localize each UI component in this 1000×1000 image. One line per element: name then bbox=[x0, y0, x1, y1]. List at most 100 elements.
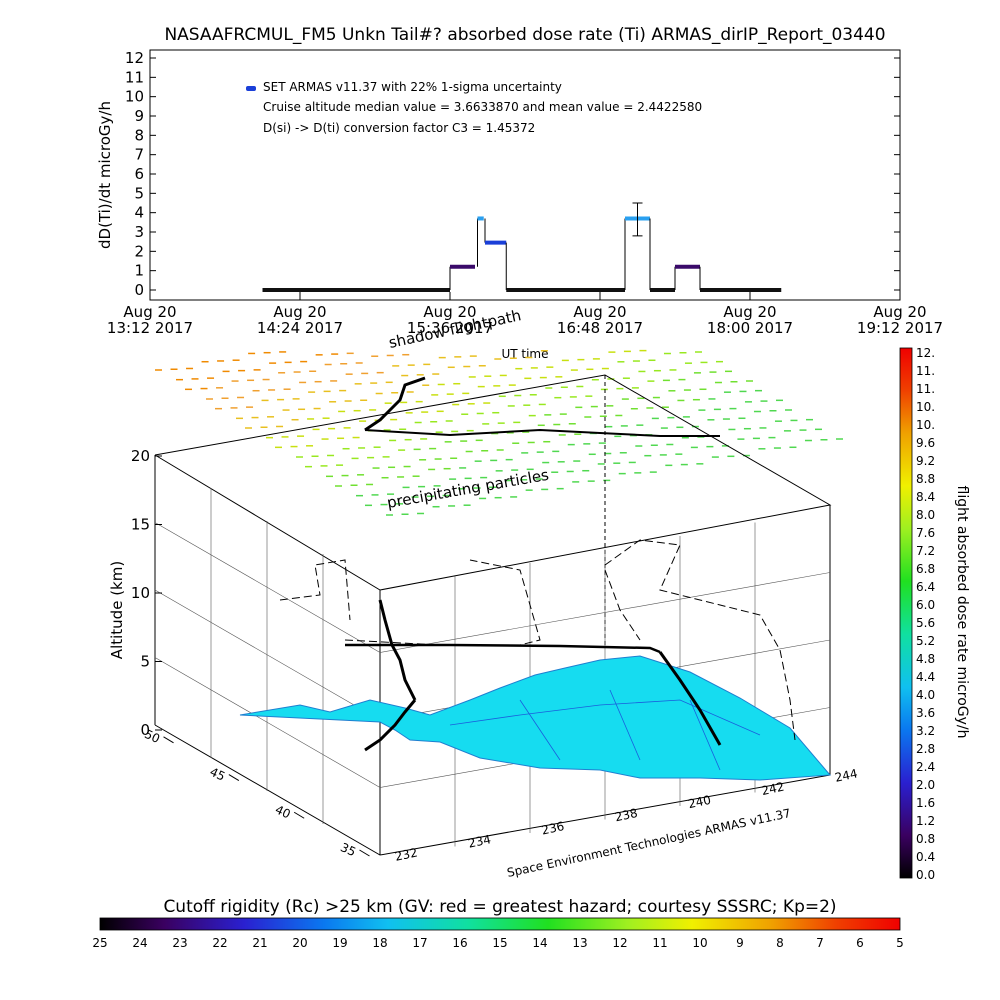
rigidity-tick-label: 5 bbox=[896, 936, 904, 950]
dose-tick-label: 12. bbox=[916, 346, 935, 360]
lon-tick-label: 232 bbox=[394, 845, 419, 863]
dose-tick-label: 8.0 bbox=[916, 508, 935, 522]
y-tick-label: 6 bbox=[134, 165, 144, 183]
dose-tick-label: 4.4 bbox=[916, 670, 935, 684]
legend-text: SET ARMAS v11.37 with 22% 1-sigma uncert… bbox=[263, 80, 562, 94]
dose-tick-label: 8.4 bbox=[916, 490, 935, 504]
lon-tick-label: 244 bbox=[834, 766, 859, 784]
z-axis-label: Altitude (km) bbox=[108, 561, 126, 659]
rigidity-tick-label: 13 bbox=[572, 936, 587, 950]
rigidity-tick-label: 11 bbox=[652, 936, 667, 950]
rigidity-tick-label: 9 bbox=[736, 936, 744, 950]
dose-tick-label: 0.8 bbox=[916, 832, 935, 846]
y-tick-label: 2 bbox=[134, 242, 144, 260]
x-tick-time: 15:36 2017 bbox=[407, 319, 493, 337]
lon-tick-label: 240 bbox=[687, 793, 712, 811]
dose-tick-label: 6.8 bbox=[916, 562, 935, 576]
dose-tick-label: 6.0 bbox=[916, 598, 935, 612]
rigidity-tick-label: 12 bbox=[612, 936, 627, 950]
lat-tick-label: 35 bbox=[338, 840, 358, 859]
y-tick-label: 8 bbox=[134, 126, 144, 144]
cutoff-rigidity-surface bbox=[239, 655, 832, 781]
lon-tick-label: 234 bbox=[467, 832, 492, 850]
dose-tick-label: 4.0 bbox=[916, 688, 935, 702]
dose-tick-label: 3.6 bbox=[916, 706, 935, 720]
y-tick-label: 1 bbox=[134, 262, 144, 280]
x-tick-day: Aug 20 bbox=[573, 303, 626, 321]
x-tick-time: 19:12 2017 bbox=[857, 319, 943, 337]
annotation-conversion: D(si) -> D(ti) conversion factor C3 = 1.… bbox=[263, 121, 535, 135]
dose-tick-label: 3.2 bbox=[916, 724, 935, 738]
dose-tick-label: 4.8 bbox=[916, 652, 935, 666]
grid-line bbox=[154, 522, 381, 653]
rigidity-tick-label: 10 bbox=[692, 936, 707, 950]
lon-tick-label: 242 bbox=[760, 780, 785, 798]
rigidity-tick-label: 17 bbox=[412, 936, 427, 950]
grid-line bbox=[154, 657, 381, 788]
map-borders bbox=[449, 689, 761, 771]
z-tick-label: 0 bbox=[140, 721, 150, 739]
rigidity-colorbar-label: Cutoff rigidity (Rc) >25 km (GV: red = g… bbox=[163, 897, 836, 917]
dose-tick-label: 6.4 bbox=[916, 580, 935, 594]
annotation-median-mean: Cruise altitude median value = 3.6633870… bbox=[263, 100, 702, 114]
rigidity-tick-label: 20 bbox=[292, 936, 307, 950]
lat-tick-mark bbox=[228, 774, 240, 781]
dose-tick-label: 5.6 bbox=[916, 616, 935, 630]
flightpath bbox=[345, 376, 722, 752]
lat-tick-mark bbox=[163, 736, 174, 744]
dose-tick-label: 7.2 bbox=[916, 544, 935, 558]
lat-tick-label: 40 bbox=[273, 802, 293, 821]
rigidity-tick-label: 21 bbox=[252, 936, 267, 950]
lon-tick-label: 236 bbox=[540, 819, 565, 837]
y-tick-label: 9 bbox=[134, 107, 144, 125]
rigidity-colorbar-ticks: 25 24 23 22 21 20 19 18 17 16 15 14 13 12 11 10 9 8 7 6 5 bbox=[92, 936, 903, 950]
z-tick-label: 20 bbox=[131, 447, 150, 465]
dose-tick-label: 8.8 bbox=[916, 472, 935, 486]
y-tick-label: 0 bbox=[134, 281, 144, 299]
dose-tick-label: 9.2 bbox=[916, 454, 935, 468]
rigidity-tick-label: 7 bbox=[816, 936, 824, 950]
x-tick-time: 18:00 2017 bbox=[707, 319, 793, 337]
dose-colorbar: 0.0 0.4 0.8 1.2 1.6 2.0 2.4 2.8 3.2 3.6 4.0 4.4 4.8 5… bbox=[899, 346, 970, 882]
y-tick-label: 10 bbox=[125, 88, 144, 106]
rigidity-tick-label: 24 bbox=[132, 936, 147, 950]
y-tick-label: 7 bbox=[134, 146, 144, 164]
rigidity-tick-label: 16 bbox=[452, 936, 467, 950]
rigidity-colorbar-bar bbox=[99, 917, 901, 931]
rigidity-tick-label: 22 bbox=[212, 936, 227, 950]
dose-colorbar-label: flight absorbed dose rate microGy/h bbox=[954, 486, 970, 739]
box-frame bbox=[154, 374, 832, 856]
dose-tick-label: 1.2 bbox=[916, 814, 935, 828]
x-tick-day: Aug 20 bbox=[723, 303, 776, 321]
x-tick-time: 16:48 2017 bbox=[557, 319, 643, 337]
rigidity-tick-label: 14 bbox=[532, 936, 547, 950]
figure-title: NASAAFRCMUL_FM5 Unkn Tail#? absorbed dos… bbox=[164, 25, 885, 45]
precipitating-particles-field bbox=[155, 349, 843, 516]
dose-tick-label: 10. bbox=[916, 418, 935, 432]
dose-tick-label: 1.6 bbox=[916, 796, 935, 810]
rigidity-tick-label: 23 bbox=[172, 936, 187, 950]
credit-label: Space Environment Technologies ARMAS v11… bbox=[506, 806, 792, 880]
dose-tick-label: 0.0 bbox=[916, 868, 935, 882]
dose-series bbox=[262, 202, 782, 292]
lat-tick-mark bbox=[293, 811, 305, 819]
dose-tick-label: 2.0 bbox=[916, 778, 935, 792]
plot-frame bbox=[149, 49, 901, 301]
x-tick-time: 13:12 2017 bbox=[107, 319, 193, 337]
rigidity-colorbar: Cutoff rigidity (Rc) >25 km (GV: red = g… bbox=[92, 897, 903, 950]
dose-tick-label: 0.4 bbox=[916, 850, 935, 864]
dose-tick-label: 5.2 bbox=[916, 634, 935, 648]
rigidity-tick-label: 8 bbox=[776, 936, 784, 950]
x-tick-time: 14:24 2017 bbox=[257, 319, 343, 337]
x-tick-day: Aug 20 bbox=[423, 303, 476, 321]
z-tick-label: 5 bbox=[140, 653, 150, 671]
y-tick-label: 3 bbox=[134, 223, 144, 241]
dose-tick-label: 2.4 bbox=[916, 760, 935, 774]
y-tick-label: 11 bbox=[125, 68, 144, 86]
dose-colorbar-ticks: 0.0 0.4 0.8 1.2 1.6 2.0 2.4 2.8 3.2 3.6 4.0 4.4 4.8 5… bbox=[916, 346, 935, 882]
